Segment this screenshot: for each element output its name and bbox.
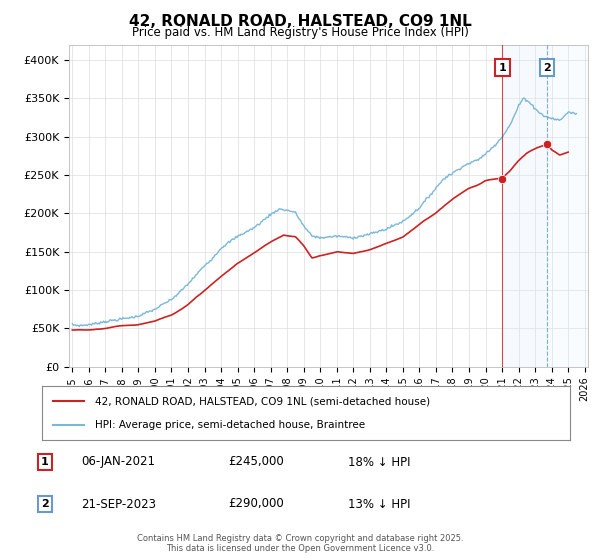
Text: 21-SEP-2023: 21-SEP-2023 [81,497,156,511]
Text: Price paid vs. HM Land Registry's House Price Index (HPI): Price paid vs. HM Land Registry's House … [131,26,469,39]
Bar [502,45,547,367]
Text: Contains HM Land Registry data © Crown copyright and database right 2025.
This d: Contains HM Land Registry data © Crown c… [137,534,463,553]
Text: 2: 2 [543,63,551,73]
Text: 13% ↓ HPI: 13% ↓ HPI [348,497,410,511]
Text: £245,000: £245,000 [228,455,284,469]
Text: HPI: Average price, semi-detached house, Braintree: HPI: Average price, semi-detached house,… [95,419,365,430]
Bar [547,45,588,367]
Text: 42, RONALD ROAD, HALSTEAD, CO9 1NL: 42, RONALD ROAD, HALSTEAD, CO9 1NL [128,14,472,29]
Text: 18% ↓ HPI: 18% ↓ HPI [348,455,410,469]
Text: 1: 1 [41,457,49,467]
Text: 42, RONALD ROAD, HALSTEAD, CO9 1NL (semi-detached house): 42, RONALD ROAD, HALSTEAD, CO9 1NL (semi… [95,396,430,407]
Text: 06-JAN-2021: 06-JAN-2021 [81,455,155,469]
Text: 1: 1 [499,63,506,73]
Text: 2: 2 [41,499,49,509]
Text: £290,000: £290,000 [228,497,284,511]
